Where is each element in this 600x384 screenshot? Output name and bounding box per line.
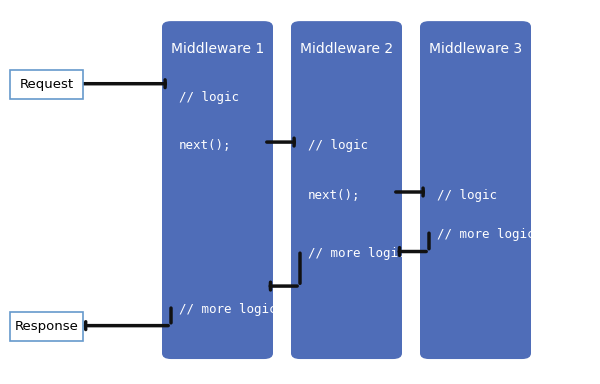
Text: Response: Response <box>14 320 79 333</box>
FancyBboxPatch shape <box>162 21 273 359</box>
Text: // logic: // logic <box>437 189 497 202</box>
Text: // logic: // logic <box>308 139 368 152</box>
Text: // more logic: // more logic <box>179 303 276 316</box>
Text: Middleware 1: Middleware 1 <box>171 42 264 56</box>
Text: // more logic: // more logic <box>437 228 534 241</box>
Text: next();: next(); <box>308 189 360 202</box>
Text: // logic: // logic <box>179 91 239 104</box>
FancyBboxPatch shape <box>10 312 83 341</box>
FancyBboxPatch shape <box>291 21 402 359</box>
Text: next();: next(); <box>179 139 232 152</box>
Text: // more logic: // more logic <box>308 247 406 260</box>
FancyBboxPatch shape <box>10 70 83 99</box>
Text: Request: Request <box>19 78 74 91</box>
Text: Middleware 3: Middleware 3 <box>429 42 522 56</box>
Text: Middleware 2: Middleware 2 <box>300 42 393 56</box>
FancyBboxPatch shape <box>420 21 531 359</box>
